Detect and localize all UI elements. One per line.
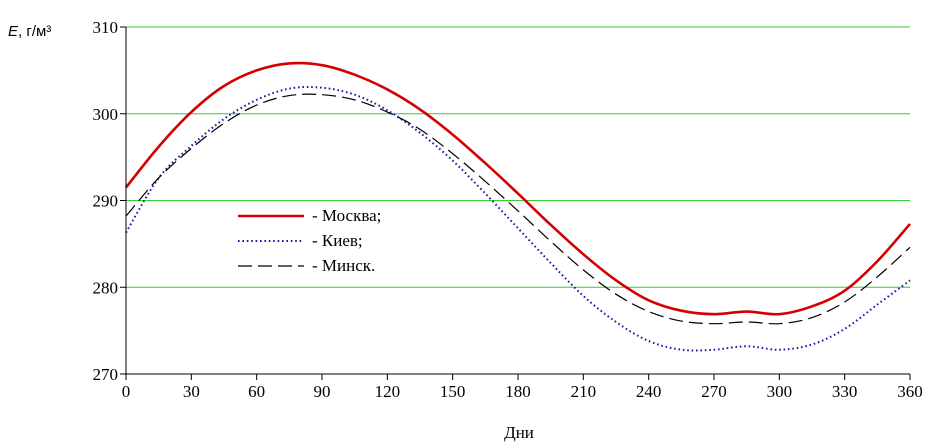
- series-layer: [124, 61, 911, 352]
- x-axis-title: Дни: [504, 423, 534, 442]
- y-tick-label: 300: [93, 105, 119, 124]
- y-tick-label: 270: [93, 365, 119, 384]
- y-tick-label: 290: [93, 192, 119, 211]
- x-tick-label: 300: [767, 382, 793, 401]
- y-axis-unit: , г/м³: [18, 23, 51, 40]
- x-tick-label: 90: [314, 382, 331, 401]
- gridlines: [126, 26, 910, 288]
- x-tick-label: 150: [440, 382, 466, 401]
- x-tick-label: 0: [122, 382, 131, 401]
- y-ticks: 270 280 290 300 310: [93, 18, 126, 384]
- x-tick-label: 330: [832, 382, 858, 401]
- legend-label-1: - Москва;: [312, 206, 381, 225]
- y-tick-label: 310: [93, 18, 119, 37]
- y-tick-label: 280: [93, 278, 119, 297]
- x-tick-label: 210: [571, 382, 597, 401]
- x-tick-label: 180: [505, 382, 531, 401]
- series-line-2: [125, 86, 911, 352]
- legend-label-3: - Минск.: [312, 256, 375, 275]
- series-line-1: [124, 61, 911, 316]
- x-ticks: 0 30 60 90 120 150 180 210 240 270 300 330 360: [122, 374, 923, 401]
- y-axis-title: E, г/м³: [8, 23, 51, 40]
- legend: - Москва; - Киев; - Минск.: [238, 206, 381, 275]
- x-tick-label: 240: [636, 382, 662, 401]
- x-tick-label: 120: [375, 382, 401, 401]
- x-tick-label: 60: [248, 382, 265, 401]
- series-line-3: [125, 93, 911, 325]
- legend-label-2: - Киев;: [312, 231, 363, 250]
- x-tick-label: 30: [183, 382, 200, 401]
- x-tick-label: 270: [701, 382, 727, 401]
- y-axis-symbol: E: [8, 23, 19, 40]
- x-tick-label: 360: [897, 382, 923, 401]
